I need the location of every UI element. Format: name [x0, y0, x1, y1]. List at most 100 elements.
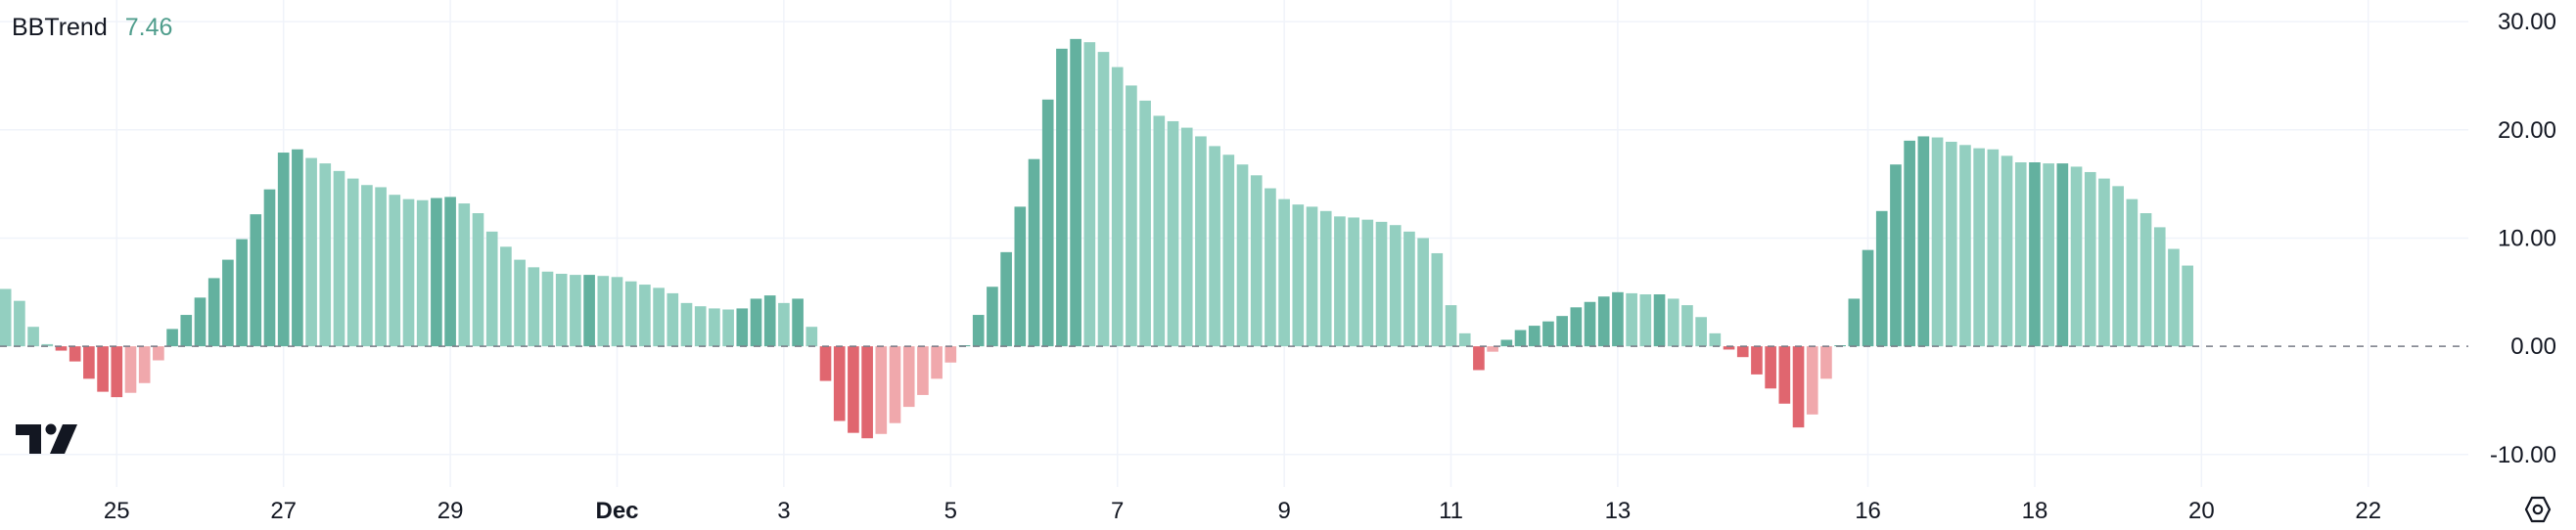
histogram-bar [472, 213, 484, 347]
histogram-bar [2098, 178, 2110, 347]
y-tick-label: -10.00 [2490, 442, 2556, 468]
histogram-bar [1292, 204, 1305, 347]
x-tick-label: Dec [595, 498, 638, 524]
histogram-bar [1334, 216, 1346, 347]
histogram-bar [722, 309, 734, 347]
histogram-bar [111, 346, 123, 398]
histogram-bar [2112, 186, 2124, 347]
x-tick-label: 13 [1605, 498, 1632, 524]
settings-hexagon-icon[interactable] [2523, 495, 2553, 524]
indicator-value: 7.46 [124, 14, 173, 41]
histogram-bar [333, 170, 345, 347]
histogram-bar [1014, 206, 1027, 347]
histogram-bar [389, 195, 401, 347]
histogram-bar [2139, 213, 2152, 347]
y-tick-label: 0.00 [2510, 333, 2556, 360]
histogram-bar [1765, 346, 1776, 389]
histogram-bar [1236, 164, 1249, 347]
histogram-bar [83, 346, 95, 379]
histogram-bar [1041, 99, 1054, 347]
histogram-bar [1319, 210, 1332, 347]
histogram-bar [2056, 163, 2069, 347]
histogram-bar [763, 295, 776, 347]
histogram-bar [597, 276, 610, 347]
y-tick-label: 10.00 [2498, 225, 2556, 251]
histogram-bar [1890, 164, 1902, 347]
histogram-bar [250, 214, 262, 347]
histogram-bar [944, 346, 957, 363]
histogram-bar [69, 346, 81, 362]
histogram-bar [1306, 206, 1318, 347]
histogram-bar [1778, 346, 1791, 404]
histogram-bar [207, 278, 220, 347]
histogram-bar [138, 346, 151, 383]
x-axis: 25 27 29 Dec 3 5 7 9 11 13 16 18 20 22 [104, 498, 2381, 524]
histogram-bar [778, 302, 790, 347]
x-tick-label: 25 [104, 498, 130, 524]
histogram-bar [1111, 66, 1124, 347]
tradingview-logo-icon [16, 423, 77, 454]
indicator-legend: BBTrend 7.46 [12, 14, 172, 42]
x-tick-label: 11 [1439, 498, 1463, 524]
histogram-bar [819, 346, 832, 381]
histogram-bar [402, 199, 415, 347]
histogram-bar [639, 285, 651, 347]
histogram-bar [277, 153, 290, 347]
indicator-name: BBTrend [12, 14, 108, 41]
histogram-bar [2182, 265, 2193, 347]
x-tick-label: 16 [1855, 498, 1881, 524]
histogram-bar [1570, 307, 1583, 347]
histogram-bar [694, 306, 707, 347]
histogram-bar [222, 259, 234, 347]
histogram-bar [1931, 137, 1944, 347]
histogram-bar [861, 346, 873, 439]
histogram-bar [1070, 38, 1081, 347]
histogram-bar [2153, 227, 2166, 347]
histogram-bar [1195, 136, 1207, 347]
histogram-bar [1556, 316, 1568, 347]
histogram-bar [444, 197, 456, 347]
histogram-bar [1403, 231, 1415, 347]
histogram-bar [736, 308, 749, 347]
histogram-bar [805, 327, 818, 347]
histogram-bar [1653, 294, 1666, 347]
histogram-bar [1417, 238, 1429, 347]
histogram-bar [1139, 100, 1151, 347]
y-tick-label: 20.00 [2498, 117, 2556, 144]
histogram-bar [653, 287, 665, 347]
histogram-bar [583, 275, 595, 347]
histogram-bar [1584, 301, 1596, 347]
x-tick-label: 7 [1111, 498, 1124, 524]
histogram-bar [1681, 305, 1693, 347]
histogram-bar [0, 288, 12, 347]
histogram-bar [931, 346, 943, 379]
histogram-bar [1445, 305, 1457, 347]
histogram-bar [319, 163, 332, 347]
histogram-bar [528, 267, 540, 347]
histogram-bar [709, 308, 720, 347]
histogram-bar [1597, 296, 1610, 347]
histogram-bar [1695, 317, 1707, 347]
histogram-bar [263, 189, 276, 347]
x-tick-label: 3 [777, 498, 790, 524]
histogram-bar [624, 281, 637, 347]
histogram-bar [2126, 199, 2139, 347]
histogram-bar [1875, 210, 1888, 347]
histogram-bar [1265, 188, 1276, 347]
histogram-bar [1751, 346, 1763, 375]
x-tick-label: 5 [944, 498, 957, 524]
histogram-bar [667, 292, 679, 347]
histogram-bar [1083, 42, 1096, 347]
histogram-bar [680, 302, 693, 347]
histogram-bar [305, 157, 317, 347]
histogram-bar [1473, 346, 1485, 371]
histogram-bar [2043, 163, 2054, 347]
x-tick-label: 18 [2022, 498, 2048, 524]
histogram-bar [1487, 346, 1498, 352]
histogram-bar [361, 185, 373, 347]
histogram-bar [1806, 346, 1818, 415]
histogram-bar [1153, 115, 1166, 347]
y-axis: 30.00 20.00 10.00 0.00 -10.00 [2490, 9, 2556, 468]
histogram-bar [792, 298, 804, 347]
